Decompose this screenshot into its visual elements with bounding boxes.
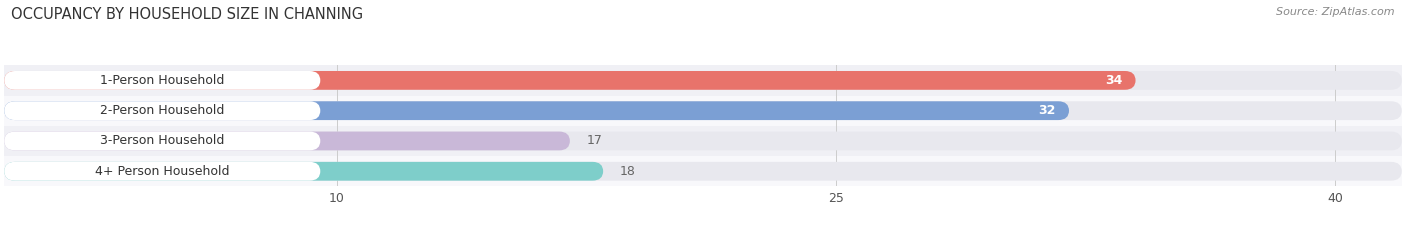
- FancyBboxPatch shape: [4, 132, 321, 150]
- FancyBboxPatch shape: [4, 101, 1402, 120]
- FancyBboxPatch shape: [4, 126, 1402, 156]
- FancyBboxPatch shape: [4, 101, 1069, 120]
- Text: 3-Person Household: 3-Person Household: [100, 134, 225, 147]
- FancyBboxPatch shape: [4, 162, 1402, 181]
- Text: 4+ Person Household: 4+ Person Household: [96, 165, 229, 178]
- Text: 17: 17: [586, 134, 602, 147]
- FancyBboxPatch shape: [4, 162, 603, 181]
- FancyBboxPatch shape: [4, 156, 1402, 186]
- FancyBboxPatch shape: [4, 96, 1402, 126]
- Text: 1-Person Household: 1-Person Household: [100, 74, 225, 87]
- FancyBboxPatch shape: [4, 132, 1402, 150]
- FancyBboxPatch shape: [4, 65, 1402, 96]
- FancyBboxPatch shape: [4, 71, 321, 90]
- FancyBboxPatch shape: [4, 132, 569, 150]
- Text: 2-Person Household: 2-Person Household: [100, 104, 225, 117]
- Text: 32: 32: [1039, 104, 1056, 117]
- FancyBboxPatch shape: [4, 71, 1402, 90]
- FancyBboxPatch shape: [4, 162, 321, 181]
- FancyBboxPatch shape: [4, 101, 321, 120]
- Text: Source: ZipAtlas.com: Source: ZipAtlas.com: [1277, 7, 1395, 17]
- Text: OCCUPANCY BY HOUSEHOLD SIZE IN CHANNING: OCCUPANCY BY HOUSEHOLD SIZE IN CHANNING: [11, 7, 363, 22]
- Text: 18: 18: [620, 165, 636, 178]
- FancyBboxPatch shape: [4, 71, 1136, 90]
- Text: 34: 34: [1105, 74, 1122, 87]
